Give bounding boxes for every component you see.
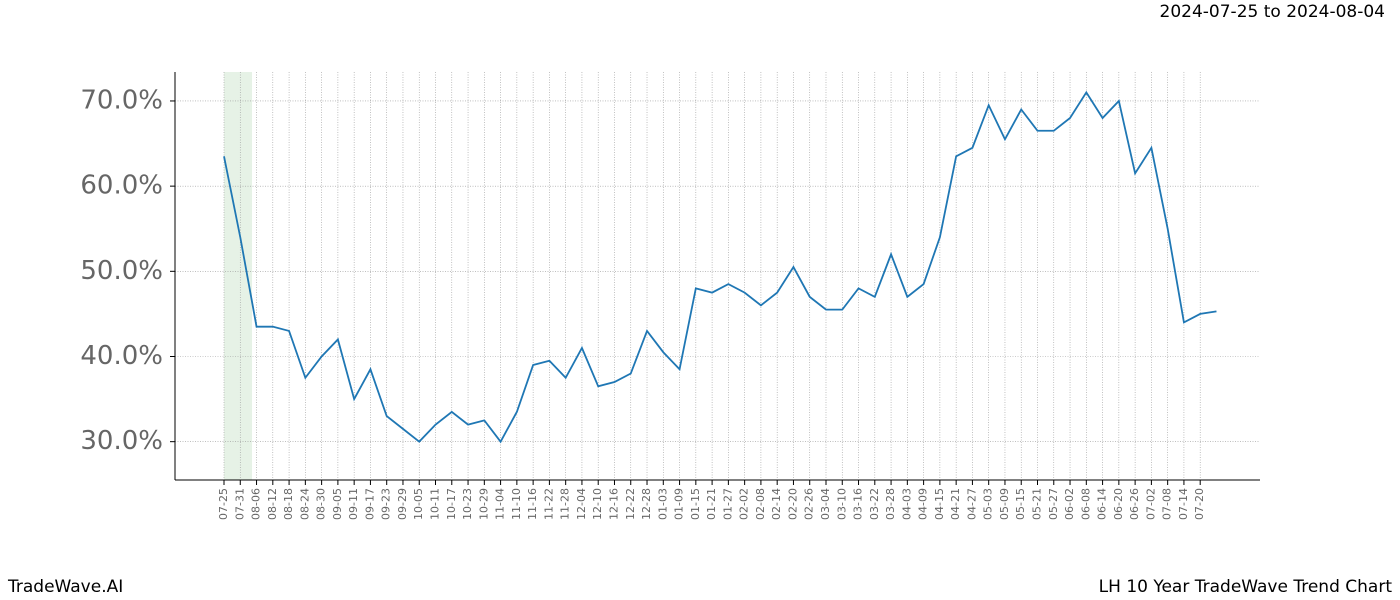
x-tick-label: 11-28 <box>559 488 572 520</box>
date-range: 2024-07-25 to 2024-08-04 <box>1160 2 1385 22</box>
x-tick-label: 04-09 <box>917 488 930 520</box>
x-tick-label: 09-29 <box>396 488 409 520</box>
x-tick-label: 10-11 <box>429 488 442 520</box>
x-tick-label: 12-28 <box>640 488 653 520</box>
x-tick-label: 03-28 <box>884 488 897 520</box>
y-tick-label: 50.0% <box>80 256 163 286</box>
x-tick-label: 03-22 <box>868 488 881 520</box>
y-tick-label: 40.0% <box>80 341 163 371</box>
x-tick-label: 02-26 <box>803 488 816 520</box>
x-tick-label: 05-15 <box>1014 488 1027 520</box>
x-tick-label: 05-03 <box>982 488 995 520</box>
x-tick-label: 07-20 <box>1193 488 1206 520</box>
x-tick-label: 06-02 <box>1063 488 1076 520</box>
x-tick-label: 02-02 <box>738 488 751 520</box>
x-tick-label: 08-30 <box>315 488 328 520</box>
x-tick-label: 08-06 <box>250 488 263 520</box>
x-tick-label: 11-16 <box>526 488 539 520</box>
x-tick-label: 01-09 <box>673 488 686 520</box>
x-tick-label: 12-22 <box>624 488 637 520</box>
x-tick-label: 09-11 <box>347 488 360 520</box>
x-tick-label: 10-29 <box>477 488 490 520</box>
x-tick-label: 03-04 <box>819 488 832 520</box>
x-tick-label: 06-20 <box>1112 488 1125 520</box>
x-tick-label: 02-14 <box>770 488 783 520</box>
x-tick-label: 01-15 <box>689 488 702 520</box>
x-tick-label: 02-08 <box>754 488 767 520</box>
x-tick-label: 07-08 <box>1161 488 1174 520</box>
x-tick-label: 03-16 <box>852 488 865 520</box>
y-tick-label: 70.0% <box>80 85 163 115</box>
x-tick-label: 08-12 <box>266 488 279 520</box>
x-tick-label: 02-20 <box>786 488 799 520</box>
x-tick-label: 11-10 <box>510 488 523 520</box>
x-tick-label: 11-04 <box>494 488 507 520</box>
x-tick-label: 06-08 <box>1079 488 1092 520</box>
x-tick-label: 07-31 <box>233 488 246 520</box>
x-tick-label: 07-14 <box>1177 488 1190 520</box>
x-tick-label: 12-04 <box>575 488 588 520</box>
x-tick-label: 11-22 <box>542 488 555 520</box>
brand: TradeWave.AI <box>7 577 123 597</box>
x-tick-label: 12-10 <box>591 488 604 520</box>
x-tick-label: 04-21 <box>949 488 962 520</box>
x-tick-label: 05-21 <box>1031 488 1044 520</box>
x-tick-label: 04-03 <box>900 488 913 520</box>
x-tick-label: 07-25 <box>217 488 230 520</box>
x-tick-label: 09-05 <box>331 488 344 520</box>
x-tick-label: 01-21 <box>705 488 718 520</box>
x-tick-label: 01-27 <box>721 488 734 520</box>
x-tick-label: 07-02 <box>1144 488 1157 520</box>
y-tick-label: 60.0% <box>80 171 163 201</box>
x-tick-label: 04-15 <box>933 488 946 520</box>
x-tick-label: 05-27 <box>1047 488 1060 520</box>
trend-line <box>223 90 1217 444</box>
x-tick-label: 06-14 <box>1096 488 1109 520</box>
x-tick-label: 12-16 <box>607 488 620 520</box>
x-tick-label: 09-17 <box>363 488 376 520</box>
x-tick-label: 03-10 <box>835 488 848 520</box>
x-tick-label: 08-24 <box>298 488 311 520</box>
x-tick-label: 05-09 <box>998 488 1011 520</box>
x-tick-label: 09-23 <box>380 488 393 520</box>
x-tick-label: 01-03 <box>656 488 669 520</box>
y-tick-label: 30.0% <box>80 426 163 456</box>
x-tick-label: 10-23 <box>461 488 474 520</box>
x-tick-label: 10-05 <box>412 488 425 520</box>
x-tick-label: 04-27 <box>965 488 978 520</box>
x-tick-label: 08-18 <box>282 488 295 520</box>
x-tick-label: 10-17 <box>445 488 458 520</box>
chart-title: LH 10 Year TradeWave Trend Chart <box>1099 577 1393 597</box>
x-tick-label: 06-26 <box>1128 488 1141 520</box>
